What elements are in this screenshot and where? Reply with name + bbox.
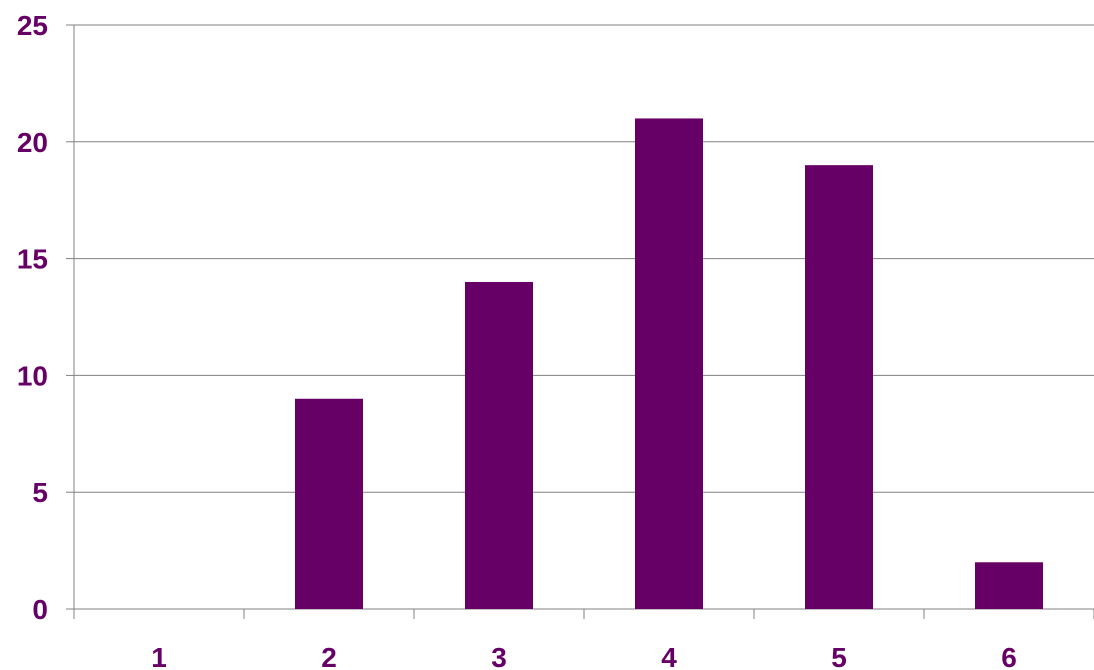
y-tick-labels: 0 5 10 15 20 25 [17, 10, 48, 625]
y-tick-label: 5 [32, 477, 48, 508]
x-tick-label: 4 [661, 642, 677, 670]
x-tick-label: 1 [151, 642, 167, 670]
x-tick-label: 3 [491, 642, 507, 670]
axes [66, 24, 1094, 619]
bar-2 [295, 398, 363, 609]
x-tick-label: 6 [1001, 642, 1017, 670]
y-tick-label: 10 [17, 360, 48, 391]
x-tick-label: 2 [321, 642, 337, 670]
bar-4 [635, 118, 703, 609]
grid-lines [74, 24, 1094, 493]
y-tick-label: 20 [17, 127, 48, 158]
x-tick-labels: 1 2 3 4 5 6 [151, 642, 1017, 670]
y-tick-label: 25 [17, 10, 48, 41]
x-tick-label: 5 [831, 642, 847, 670]
bar-5 [805, 165, 873, 609]
bar-6 [975, 562, 1043, 609]
bars [295, 118, 1043, 609]
y-tick-label: 15 [17, 244, 48, 275]
y-tick-label: 0 [32, 594, 48, 625]
bar-3 [465, 281, 533, 609]
